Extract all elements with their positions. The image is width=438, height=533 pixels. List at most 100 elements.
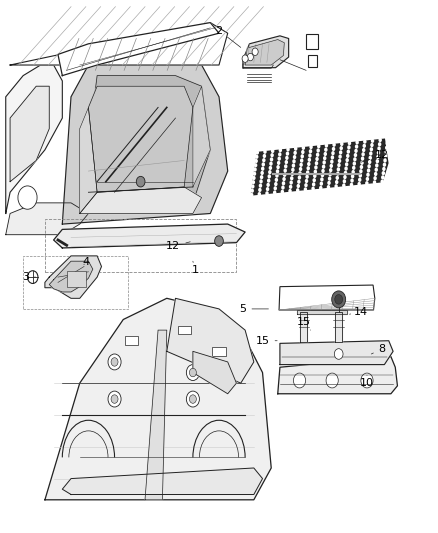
- Circle shape: [343, 175, 347, 179]
- Circle shape: [307, 162, 311, 166]
- Circle shape: [339, 150, 343, 155]
- Circle shape: [300, 158, 304, 163]
- Text: 8: 8: [371, 344, 386, 354]
- Circle shape: [270, 153, 274, 157]
- Circle shape: [263, 154, 266, 158]
- Circle shape: [377, 147, 381, 151]
- Circle shape: [320, 177, 324, 182]
- Circle shape: [260, 175, 263, 179]
- Circle shape: [355, 140, 359, 144]
- Polygon shape: [45, 298, 271, 500]
- Circle shape: [370, 143, 374, 147]
- Circle shape: [274, 182, 278, 186]
- Circle shape: [367, 168, 370, 173]
- Text: 15: 15: [297, 317, 311, 330]
- Circle shape: [347, 146, 351, 150]
- Circle shape: [108, 391, 121, 407]
- Circle shape: [283, 168, 287, 173]
- Circle shape: [297, 184, 300, 188]
- Circle shape: [317, 144, 321, 148]
- Circle shape: [327, 181, 331, 185]
- Circle shape: [321, 173, 324, 177]
- Circle shape: [328, 176, 331, 181]
- Circle shape: [335, 180, 339, 184]
- Polygon shape: [243, 64, 273, 68]
- Circle shape: [268, 174, 271, 179]
- Circle shape: [361, 156, 364, 160]
- Circle shape: [327, 185, 330, 189]
- Circle shape: [385, 141, 389, 146]
- Circle shape: [266, 187, 269, 191]
- Circle shape: [325, 143, 328, 148]
- Circle shape: [307, 166, 310, 171]
- Circle shape: [360, 165, 363, 169]
- Circle shape: [383, 158, 387, 163]
- Polygon shape: [252, 139, 388, 195]
- Circle shape: [288, 189, 292, 193]
- Circle shape: [374, 167, 378, 172]
- Circle shape: [383, 163, 386, 167]
- Circle shape: [370, 147, 373, 151]
- Circle shape: [365, 181, 369, 185]
- Circle shape: [353, 161, 356, 166]
- Circle shape: [322, 165, 325, 169]
- Polygon shape: [62, 65, 228, 224]
- Circle shape: [312, 178, 316, 182]
- Text: 5: 5: [240, 304, 268, 314]
- Circle shape: [247, 53, 253, 61]
- Circle shape: [255, 150, 259, 155]
- Text: 15: 15: [255, 336, 277, 346]
- Circle shape: [285, 160, 288, 164]
- Circle shape: [368, 160, 371, 164]
- Circle shape: [267, 179, 270, 183]
- Circle shape: [255, 155, 258, 159]
- Polygon shape: [58, 22, 219, 76]
- Circle shape: [263, 150, 267, 154]
- Circle shape: [308, 154, 312, 158]
- Circle shape: [305, 179, 308, 183]
- Circle shape: [359, 169, 363, 173]
- Circle shape: [378, 142, 381, 147]
- Text: 3: 3: [22, 272, 35, 282]
- Polygon shape: [297, 310, 347, 314]
- Circle shape: [320, 182, 323, 186]
- Polygon shape: [80, 76, 210, 214]
- Circle shape: [258, 188, 261, 192]
- Circle shape: [305, 175, 309, 179]
- Circle shape: [261, 167, 265, 171]
- Circle shape: [375, 163, 378, 167]
- Circle shape: [283, 177, 286, 181]
- Polygon shape: [300, 312, 307, 342]
- Circle shape: [298, 175, 301, 180]
- Circle shape: [363, 140, 367, 144]
- Polygon shape: [53, 224, 245, 248]
- Circle shape: [278, 152, 282, 157]
- Polygon shape: [80, 187, 201, 214]
- Polygon shape: [10, 86, 49, 182]
- Circle shape: [268, 166, 272, 170]
- Circle shape: [304, 187, 307, 191]
- Circle shape: [290, 180, 293, 184]
- Bar: [212, 347, 226, 356]
- Circle shape: [354, 153, 357, 157]
- Circle shape: [344, 166, 348, 171]
- Polygon shape: [335, 312, 342, 342]
- Circle shape: [253, 172, 256, 176]
- Circle shape: [321, 169, 325, 173]
- Circle shape: [385, 150, 388, 154]
- Polygon shape: [145, 330, 167, 500]
- Circle shape: [261, 171, 264, 175]
- Circle shape: [215, 236, 223, 246]
- Polygon shape: [45, 256, 102, 298]
- Circle shape: [385, 146, 389, 150]
- Circle shape: [369, 151, 373, 156]
- Circle shape: [376, 155, 380, 159]
- Circle shape: [304, 183, 308, 187]
- Bar: [306, 34, 318, 49]
- Text: 4: 4: [83, 257, 90, 267]
- Circle shape: [338, 159, 341, 163]
- Circle shape: [373, 180, 376, 184]
- Circle shape: [381, 171, 385, 175]
- Circle shape: [285, 156, 289, 160]
- Circle shape: [292, 164, 295, 168]
